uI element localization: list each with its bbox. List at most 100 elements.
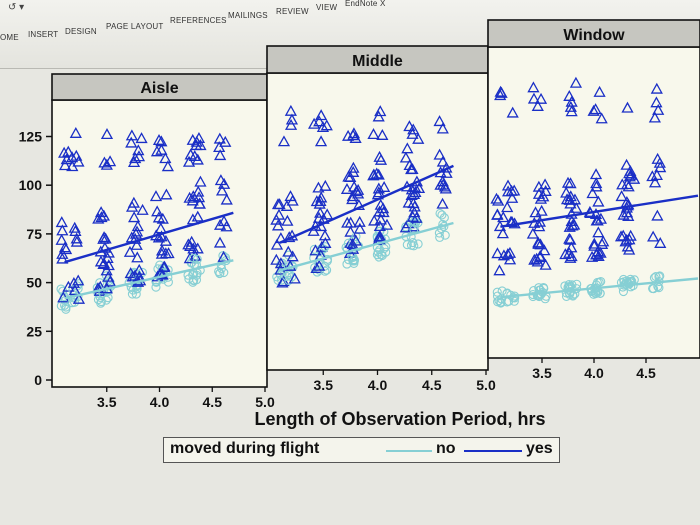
point-no xyxy=(192,254,202,264)
point-yes xyxy=(501,185,515,197)
tab-home[interactable]: OME xyxy=(0,33,19,42)
point-yes xyxy=(595,112,608,124)
point-no xyxy=(372,250,382,260)
tab-endnote[interactable]: EndNote X xyxy=(345,0,386,8)
legend-label-no: no xyxy=(436,440,456,457)
point-yes xyxy=(590,177,603,189)
point-yes xyxy=(565,95,578,107)
point-yes xyxy=(132,144,145,156)
point-no xyxy=(127,289,137,299)
point-yes xyxy=(340,182,354,194)
point-yes xyxy=(346,238,359,250)
point-yes xyxy=(285,113,299,125)
point-yes xyxy=(154,267,167,279)
panel-title: Window xyxy=(563,27,625,44)
point-yes xyxy=(280,199,293,211)
point-yes xyxy=(92,212,105,224)
point-yes xyxy=(408,180,422,192)
point-yes xyxy=(217,215,231,227)
point-yes xyxy=(213,218,227,230)
point-yes xyxy=(650,96,663,108)
point-yes xyxy=(376,128,389,140)
point-yes xyxy=(648,176,662,188)
point-yes xyxy=(374,230,387,242)
point-yes xyxy=(564,190,577,202)
point-yes xyxy=(646,170,659,182)
point-yes xyxy=(156,212,169,224)
point-yes xyxy=(501,179,515,191)
point-yes xyxy=(214,149,227,161)
point-yes xyxy=(219,135,232,147)
point-yes xyxy=(191,210,204,222)
point-yes xyxy=(652,103,665,115)
point-yes xyxy=(563,232,576,244)
tab-design[interactable]: DESIGN xyxy=(65,27,97,36)
point-yes xyxy=(592,195,605,207)
point-no xyxy=(497,286,507,296)
point-yes xyxy=(214,174,228,186)
point-yes xyxy=(288,272,301,284)
point-yes xyxy=(436,197,449,209)
point-yes xyxy=(565,207,578,219)
point-yes xyxy=(538,178,552,190)
point-yes xyxy=(595,237,609,249)
point-no xyxy=(377,251,387,261)
point-yes xyxy=(508,184,521,196)
tab-mailings[interactable]: MAILINGS xyxy=(228,11,268,20)
point-yes xyxy=(591,214,604,226)
point-yes xyxy=(368,214,381,226)
point-no xyxy=(410,218,421,228)
point-yes xyxy=(129,152,142,164)
point-yes xyxy=(406,162,419,174)
point-yes xyxy=(651,209,664,221)
point-yes xyxy=(284,104,297,116)
tab-review[interactable]: REVIEW xyxy=(276,7,309,16)
point-no xyxy=(320,266,330,276)
point-yes xyxy=(493,264,506,276)
point-yes xyxy=(286,194,299,206)
point-yes xyxy=(588,237,601,249)
point-no xyxy=(595,288,605,298)
point-yes xyxy=(373,220,386,232)
point-yes xyxy=(149,190,163,202)
point-yes xyxy=(439,182,452,194)
point-yes xyxy=(128,211,141,223)
legend-label-yes: yes xyxy=(526,440,553,457)
panel-title: Aisle xyxy=(140,80,178,97)
legend: moved during flight no yes xyxy=(163,437,560,463)
x-tick-label: 3.5 xyxy=(97,394,117,410)
x-tick-label: 4.0 xyxy=(584,365,604,381)
point-yes xyxy=(192,191,206,203)
point-yes xyxy=(346,193,359,205)
point-yes xyxy=(526,227,539,239)
point-yes xyxy=(316,121,330,132)
point-yes xyxy=(506,106,519,118)
point-yes xyxy=(100,158,113,170)
point-yes xyxy=(399,221,412,233)
point-no xyxy=(593,286,603,296)
point-yes xyxy=(135,132,148,144)
point-no xyxy=(402,240,412,250)
tab-view[interactable]: VIEW xyxy=(316,3,338,12)
point-yes xyxy=(501,201,514,213)
tab-page-layout[interactable]: PAGE LAYOUT xyxy=(106,22,164,31)
point-yes xyxy=(155,143,168,155)
point-yes xyxy=(66,151,79,163)
point-yes xyxy=(534,192,548,204)
point-yes xyxy=(344,216,357,228)
y-tick-label: 100 xyxy=(19,177,43,193)
point-yes xyxy=(532,180,545,192)
point-no xyxy=(508,293,518,303)
point-no xyxy=(413,239,423,249)
point-yes xyxy=(535,204,548,216)
trend-line-yes xyxy=(279,164,454,244)
point-yes xyxy=(380,218,394,230)
quick-access-toolbar[interactable]: ↺ ▾ xyxy=(8,2,25,13)
point-yes xyxy=(569,76,583,88)
point-yes xyxy=(654,236,667,248)
x-tick-label: 3.5 xyxy=(314,377,334,393)
tab-insert[interactable]: INSERT xyxy=(28,30,59,39)
point-yes xyxy=(352,198,365,210)
tab-references[interactable]: REFERENCES xyxy=(170,16,227,25)
point-yes xyxy=(182,155,196,167)
